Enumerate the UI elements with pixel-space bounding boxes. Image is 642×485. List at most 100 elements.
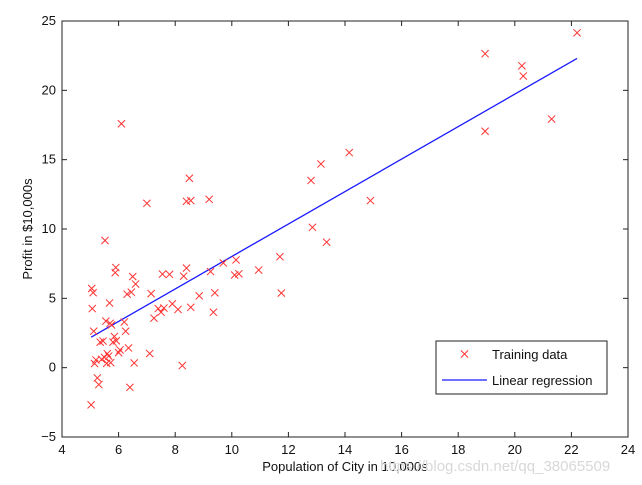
training-point bbox=[150, 314, 158, 323]
training-point bbox=[209, 308, 218, 317]
training-point bbox=[117, 119, 126, 128]
training-point bbox=[322, 238, 331, 247]
training-point bbox=[112, 336, 121, 345]
legend-regression-label: Linear regression bbox=[492, 373, 592, 388]
training-point bbox=[519, 72, 528, 81]
training-point bbox=[125, 383, 134, 392]
training-point bbox=[517, 61, 526, 70]
training-point bbox=[128, 272, 137, 281]
training-point bbox=[110, 332, 119, 341]
x-tick-label: 16 bbox=[394, 442, 408, 457]
training-point bbox=[234, 269, 243, 278]
training-point bbox=[157, 308, 166, 317]
training-point bbox=[101, 236, 109, 245]
training-point bbox=[277, 289, 286, 298]
training-point bbox=[106, 358, 115, 367]
training-point bbox=[206, 267, 215, 276]
training-point bbox=[104, 352, 113, 360]
legend-training-label: Training data bbox=[492, 347, 568, 362]
axis-ticks: 4 6 8 10 12 14 16 18 20 22 24 −5 0 5 10 15 20 25 bbox=[41, 13, 635, 457]
y-tick-label: 25 bbox=[42, 13, 56, 28]
training-point bbox=[165, 270, 174, 279]
watermark: https://blog.csdn.net/qq_38065509 bbox=[380, 458, 610, 475]
training-point bbox=[205, 195, 214, 204]
y-tick-label: 20 bbox=[42, 82, 56, 97]
training-point bbox=[366, 196, 375, 205]
x-axis-label: Population of City in 10,000s bbox=[262, 459, 428, 474]
training-point bbox=[275, 252, 284, 261]
y-tick-label: 15 bbox=[42, 152, 56, 167]
x-tick-label: 4 bbox=[58, 442, 65, 457]
training-point bbox=[185, 174, 194, 183]
training-point bbox=[219, 259, 228, 267]
training-point bbox=[481, 127, 490, 136]
training-point bbox=[147, 289, 156, 298]
training-point bbox=[123, 290, 132, 299]
legend: Training data Linear regression bbox=[435, 340, 608, 395]
training-point bbox=[116, 345, 124, 354]
training-point bbox=[547, 115, 556, 123]
regression-layer bbox=[90, 57, 578, 338]
training-point bbox=[159, 304, 168, 312]
training-point bbox=[93, 373, 102, 382]
training-point bbox=[94, 380, 103, 389]
training-point bbox=[145, 349, 154, 358]
x-tick-label: 8 bbox=[172, 442, 179, 457]
y-tick-label: 0 bbox=[49, 360, 56, 375]
training-point bbox=[87, 400, 96, 409]
training-point bbox=[101, 317, 110, 326]
x-tick-label: 24 bbox=[621, 442, 635, 457]
training-point bbox=[120, 318, 129, 326]
training-point bbox=[308, 223, 317, 232]
y-tick-label: 10 bbox=[42, 221, 56, 236]
training-point bbox=[573, 28, 582, 37]
training-point bbox=[179, 272, 188, 281]
regression-line bbox=[90, 57, 578, 338]
training-point bbox=[111, 263, 120, 272]
training-point bbox=[186, 303, 195, 312]
x-tick-label: 12 bbox=[281, 442, 295, 457]
training-point bbox=[178, 361, 187, 370]
training-point bbox=[182, 264, 191, 273]
legend-x-marker bbox=[460, 350, 469, 358]
training-point bbox=[186, 196, 195, 205]
training-point bbox=[124, 344, 133, 352]
training-point bbox=[307, 176, 315, 185]
training-point bbox=[345, 148, 354, 157]
training-point bbox=[99, 337, 107, 345]
training-point bbox=[105, 299, 114, 308]
training-point bbox=[481, 49, 490, 58]
training-point bbox=[158, 270, 167, 279]
training-point bbox=[103, 349, 112, 358]
training-point bbox=[121, 327, 130, 336]
x-tick-label: 6 bbox=[115, 442, 122, 457]
training-point bbox=[96, 338, 105, 347]
training-point bbox=[254, 266, 263, 274]
x-tick-label: 18 bbox=[451, 442, 465, 457]
y-tick-label: 5 bbox=[49, 290, 56, 305]
training-point bbox=[232, 255, 240, 264]
training-point bbox=[195, 291, 204, 300]
legend-box bbox=[435, 340, 608, 395]
training-point bbox=[174, 305, 182, 314]
training-points bbox=[87, 28, 582, 409]
y-tick-label: −5 bbox=[41, 429, 56, 444]
training-point bbox=[210, 288, 219, 297]
training-point bbox=[89, 327, 98, 336]
training-point bbox=[130, 358, 139, 367]
x-tick-label: 22 bbox=[564, 442, 578, 457]
x-tick-label: 20 bbox=[508, 442, 522, 457]
training-point bbox=[142, 199, 151, 208]
training-point bbox=[87, 284, 96, 293]
x-tick-label: 10 bbox=[225, 442, 239, 457]
training-point bbox=[107, 321, 116, 329]
x-tick-label: 14 bbox=[338, 442, 352, 457]
training-point bbox=[316, 160, 325, 168]
training-point bbox=[127, 288, 136, 297]
training-point bbox=[89, 288, 98, 297]
legend-training-marker bbox=[460, 350, 469, 358]
training-point bbox=[88, 304, 97, 313]
training-point bbox=[131, 280, 140, 289]
y-axis-label: Profit in $10,000s bbox=[20, 178, 35, 280]
